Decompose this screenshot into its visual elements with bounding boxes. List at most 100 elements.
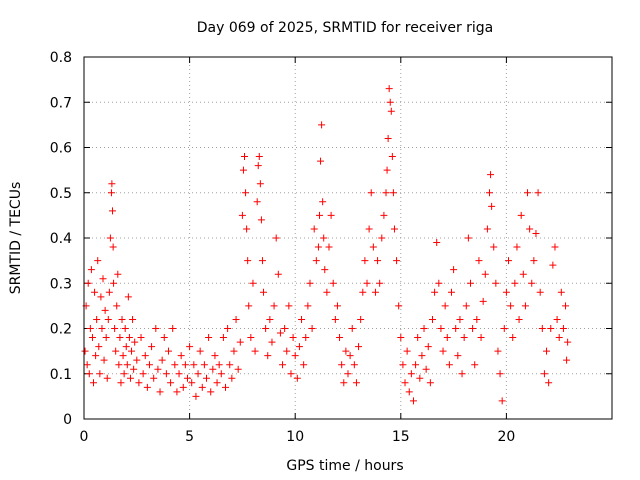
data-point <box>431 288 439 296</box>
data-point <box>181 361 189 369</box>
data-point <box>543 347 551 355</box>
data-point <box>564 338 572 346</box>
data-point <box>126 374 134 382</box>
data-point <box>395 302 403 310</box>
x-tick-label: 0 <box>80 429 89 445</box>
gridlines <box>84 57 612 419</box>
data-point <box>435 279 443 287</box>
data-point <box>483 225 491 233</box>
y-tick-label: 0 <box>63 412 72 428</box>
data-point <box>87 266 95 274</box>
data-point <box>114 270 122 278</box>
data-point <box>258 257 266 265</box>
data-point <box>101 306 109 314</box>
data-point <box>439 347 447 355</box>
data-point <box>215 361 223 369</box>
data-point <box>83 361 91 369</box>
data-point <box>302 334 310 342</box>
data-point <box>279 361 287 369</box>
data-point <box>521 302 529 310</box>
data-point <box>222 383 230 391</box>
data-point <box>517 211 525 219</box>
data-point <box>111 325 119 332</box>
data-point <box>113 302 121 310</box>
data-point <box>383 166 391 174</box>
data-point <box>454 352 462 360</box>
data-point <box>390 225 398 233</box>
data-point <box>234 365 242 373</box>
data-point <box>447 288 455 296</box>
data-point <box>367 189 375 197</box>
data-point <box>327 211 335 219</box>
data-point <box>96 370 104 378</box>
data-point <box>177 352 185 360</box>
data-point <box>243 225 251 233</box>
data-point <box>105 288 113 296</box>
data-point <box>145 361 153 369</box>
data-point <box>507 302 515 310</box>
data-point <box>106 234 114 242</box>
data-point <box>228 374 236 382</box>
data-point <box>407 370 415 378</box>
data-point <box>511 279 519 287</box>
data-point <box>295 343 303 351</box>
data-point <box>104 315 112 323</box>
data-point <box>262 325 270 332</box>
data-point <box>490 243 498 251</box>
data-point <box>244 257 252 265</box>
data-point <box>553 315 561 323</box>
data-point <box>183 374 191 382</box>
data-point <box>323 288 331 296</box>
data-point <box>456 315 464 323</box>
data-point <box>469 325 477 332</box>
data-point <box>532 229 540 237</box>
data-point <box>107 189 115 197</box>
data-point <box>509 334 517 342</box>
data-point <box>545 379 553 387</box>
data-point <box>202 374 210 382</box>
data-point <box>314 243 322 251</box>
data-point <box>239 166 247 174</box>
data-point <box>530 257 538 265</box>
y-tick-label: 0.5 <box>50 186 72 202</box>
data-point <box>384 134 392 142</box>
data-point <box>403 347 411 355</box>
data-point <box>158 356 166 364</box>
data-point <box>389 189 397 197</box>
data-point <box>128 347 136 355</box>
data-point <box>298 315 306 323</box>
data-point <box>99 275 107 283</box>
data-point <box>559 325 567 332</box>
data-point <box>487 171 495 179</box>
data-point <box>264 352 272 360</box>
data-point <box>329 279 337 287</box>
data-point <box>238 211 246 219</box>
y-axis-label: SRMTID / TECUs <box>8 182 24 295</box>
data-point <box>260 288 268 296</box>
data-point <box>393 257 401 265</box>
data-point <box>209 365 217 373</box>
data-point <box>464 234 472 242</box>
y-tick-label: 0.3 <box>50 276 72 292</box>
data-point <box>477 334 485 342</box>
data-point <box>98 325 106 332</box>
data-point <box>488 202 496 210</box>
data-point <box>534 189 542 197</box>
data-point <box>359 288 367 296</box>
data-point <box>562 302 570 310</box>
data-point <box>175 370 183 378</box>
data-point <box>115 361 123 369</box>
data-point <box>150 374 158 382</box>
x-tick-label: 20 <box>497 429 515 445</box>
data-point <box>253 198 261 206</box>
data-point <box>162 370 170 378</box>
data-point <box>304 302 312 310</box>
data-point <box>505 257 513 265</box>
x-axis-label: GPS time / hours <box>286 458 403 474</box>
data-point <box>88 334 96 342</box>
data-point <box>85 370 93 378</box>
data-point <box>287 370 295 378</box>
data-point <box>340 379 348 387</box>
data-point <box>124 293 132 301</box>
data-point <box>95 343 103 351</box>
